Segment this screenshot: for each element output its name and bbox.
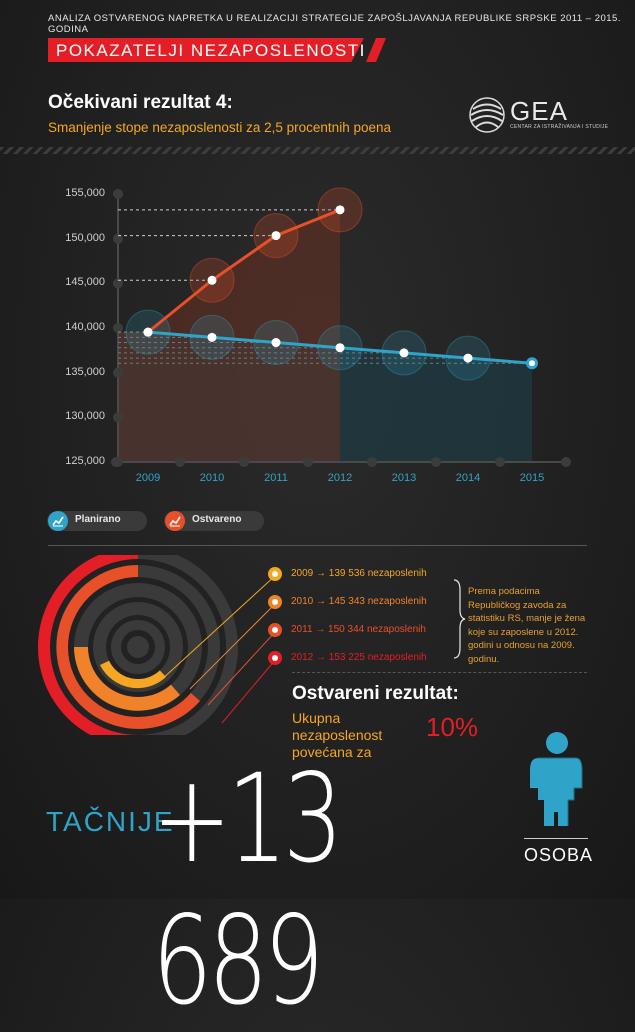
planned-point xyxy=(207,332,217,342)
x-tick-label: 2010 xyxy=(199,472,225,484)
legend-planned-label: Planirano xyxy=(75,514,121,525)
section-banner xyxy=(48,38,364,62)
y-tick-dot xyxy=(113,412,123,423)
result-unit: OSOBA xyxy=(524,845,594,865)
actual-point xyxy=(143,327,153,337)
x-tick-dot xyxy=(495,457,505,467)
info-item-text: 2011 → 150 344 nezaposlenih xyxy=(291,624,426,635)
unit-underline xyxy=(524,838,588,839)
planned-chart-icon xyxy=(48,511,68,531)
info-item-text: 2012 → 153 225 nezaposlenih xyxy=(291,652,427,663)
actual-point xyxy=(271,231,281,241)
x-tick-dot xyxy=(239,457,249,467)
y-tick-dot xyxy=(113,278,123,289)
planned-point xyxy=(399,348,409,358)
y-tick-dot xyxy=(113,233,123,244)
actual-line xyxy=(147,208,341,334)
y-tick-label: 140,000 xyxy=(65,321,105,333)
hatch-divider xyxy=(0,147,635,154)
y-tick-label: 145,000 xyxy=(65,276,105,289)
actual-point xyxy=(335,205,345,215)
expected-result-title: Očekivani rezultat 4: xyxy=(48,92,233,113)
planned-point xyxy=(335,343,345,353)
y-tick-dot xyxy=(113,189,123,199)
info-bullet-icon xyxy=(268,623,282,637)
y-tick-dot xyxy=(113,323,123,333)
brace-icon xyxy=(453,579,466,659)
info-bullet-icon xyxy=(268,567,282,581)
line-chart xyxy=(111,187,571,467)
section-banner-title: POKAZATELJI NEZAPOSLENOSTI xyxy=(56,41,366,60)
concentric-rings-graphic xyxy=(38,555,277,735)
planned-point xyxy=(463,353,473,363)
y-tick-label: 125,000 xyxy=(65,455,105,467)
legend-actual xyxy=(164,511,264,531)
x-tick-label: 2014 xyxy=(455,472,481,484)
logo-name: GEA xyxy=(510,96,568,126)
result-divider xyxy=(292,672,587,673)
actual-area xyxy=(118,209,340,462)
banner-stripe xyxy=(366,38,386,62)
x-tick-label: 2015 xyxy=(519,472,545,484)
logo-tagline: CENTAR ZA ISTRAŽIVANJA I STUDIJE xyxy=(510,124,609,130)
x-tick-dot xyxy=(431,457,441,467)
x-tick-label: 2009 xyxy=(135,472,161,484)
info-item-text: 2009 → 139 536 nezaposlenih xyxy=(291,568,427,579)
gea-logo-icon xyxy=(469,97,505,133)
info-bullet-icon xyxy=(268,651,282,665)
planned-point xyxy=(529,360,535,367)
y-tick-label: 130,000 xyxy=(65,410,105,423)
x-tick-dot xyxy=(367,457,377,467)
legend-planned xyxy=(47,511,147,531)
x-tick-label: 2012 xyxy=(327,472,353,484)
y-tick-label: 155,000 xyxy=(65,187,105,199)
result-subtitle: Ukupna nezaposlenost povećana za xyxy=(292,710,383,760)
x-tick-dot xyxy=(303,457,313,467)
x-tick-dot xyxy=(111,457,121,467)
y-tick-dot xyxy=(113,367,123,378)
actual-point xyxy=(207,275,217,285)
legend-actual-label: Ostvareno xyxy=(192,514,242,525)
x-tick-dot xyxy=(561,457,571,467)
x-tick-dot xyxy=(175,457,185,467)
result-title: Ostvareni rezultat: xyxy=(292,683,459,704)
result-percent: 10% xyxy=(426,712,479,742)
result-number: +13 689 xyxy=(152,748,343,1032)
statistics-note: Prema podacima Republičkog zavoda za sta… xyxy=(468,586,586,665)
actual-chart-icon xyxy=(165,511,185,531)
y-tick-label: 135,000 xyxy=(65,365,105,378)
planned-point xyxy=(271,338,281,348)
info-bullet-icon xyxy=(268,595,282,609)
y-tick-label: 150,000 xyxy=(65,231,105,244)
x-tick-label: 2011 xyxy=(264,472,288,484)
result-prefix: TAČNIJE xyxy=(46,806,175,837)
info-item-text: 2010 → 145 343 nezaposlenih xyxy=(291,596,427,607)
expected-result-subtitle: Smanjenje stope nezaposlenosti za 2,5 pr… xyxy=(48,120,391,135)
document-title: ANALIZA OSTVARENOG NAPRETKA U REALIZACIJ… xyxy=(48,13,621,35)
section-divider xyxy=(48,545,587,546)
person-icon xyxy=(530,732,583,826)
x-tick-label: 2013 xyxy=(391,472,417,484)
